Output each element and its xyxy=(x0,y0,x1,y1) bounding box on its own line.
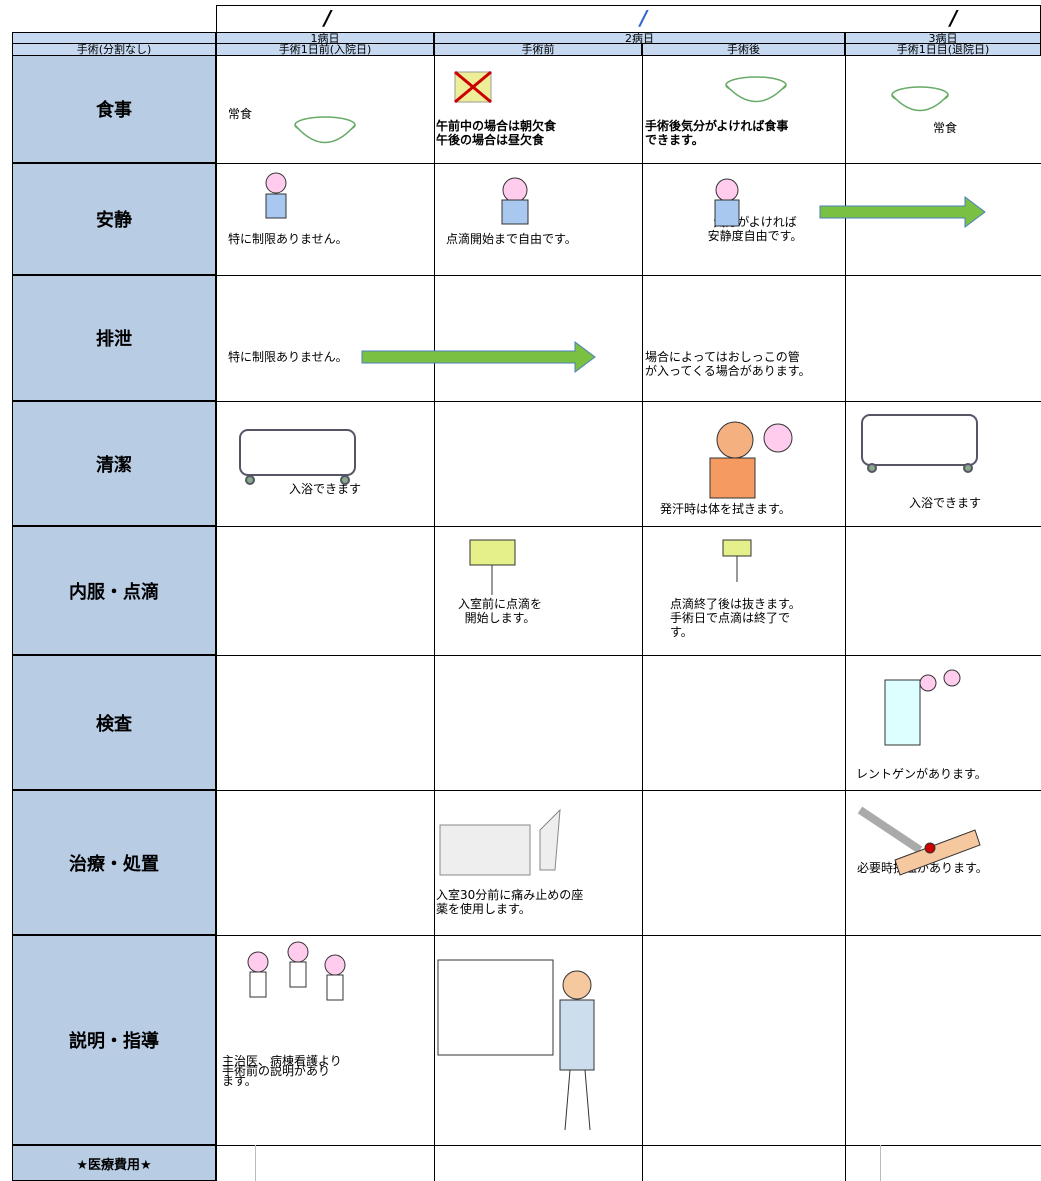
cell-text: 開始します。 xyxy=(464,611,536,625)
inner-line xyxy=(880,1145,881,1181)
nurse-patient xyxy=(709,421,793,499)
row-label: 排泄 xyxy=(12,275,216,401)
cell-text: 安静度自由です。 xyxy=(707,229,803,243)
cell-text: 必要時採血があります。 xyxy=(857,861,988,875)
cell-text: 薬を使用します。 xyxy=(436,902,531,916)
cell-text: 手術日で点滴は終了で xyxy=(670,611,791,625)
cell-text: 午後の場合は昼欠食 xyxy=(436,133,545,147)
cell-text: ます。 xyxy=(222,1074,257,1088)
cell-text: 点滴開始まで自由です。 xyxy=(446,232,577,246)
cell-text: できます。 xyxy=(645,133,704,147)
row-label: 清潔 xyxy=(12,401,216,526)
cell-text: 特に制限ありません。 xyxy=(228,350,348,364)
staff xyxy=(247,941,346,1001)
date: / xyxy=(640,6,648,30)
cell-text: が入ってくる場合があります。 xyxy=(645,364,811,378)
cell-text: 常食 xyxy=(228,107,253,121)
cell-text: 手術前の説明があり xyxy=(222,1064,331,1078)
row-label: 内服・点滴 xyxy=(12,526,216,655)
cell-text: 常食 xyxy=(932,121,958,135)
date: / xyxy=(950,6,958,30)
cell-text: 場合によってはおしっこの管 xyxy=(645,350,800,364)
bathtub xyxy=(239,414,978,485)
cell xyxy=(845,1145,1041,1181)
row-label: 食事 xyxy=(12,55,216,163)
cell-text: 発汗時は体を拭きます。 xyxy=(660,502,791,516)
row-label: 説明・指導 xyxy=(12,935,216,1145)
suppository xyxy=(439,808,561,876)
cell-text: 主治医、病棟看護より xyxy=(222,1054,342,1068)
cell-text: レントゲンがあります。 xyxy=(856,767,987,781)
cell-text: 入室30分前に痛み止めの座 xyxy=(436,888,584,902)
arrow xyxy=(361,196,986,373)
cell-text: す。 xyxy=(670,625,693,639)
cell-text: 午前中の場合は朝欠食 xyxy=(436,119,557,133)
cell-text: 入浴できます xyxy=(288,482,362,496)
cell-text: 特に制限ありません。 xyxy=(228,232,348,246)
xray xyxy=(884,669,961,746)
blood-draw xyxy=(857,806,981,876)
cell-text: 手術後気分がよければ食事 xyxy=(645,119,789,133)
row-label: ★医療費用★ xyxy=(12,1145,216,1181)
date: / xyxy=(324,6,332,30)
no-food xyxy=(454,70,492,104)
cell-text: 入室前に点滴を xyxy=(457,597,543,611)
row-label: 検査 xyxy=(12,655,216,790)
nurse-sign xyxy=(437,959,595,1131)
cell-text: 入浴できます xyxy=(908,496,982,510)
drip xyxy=(469,539,752,595)
inner-line xyxy=(255,1145,256,1181)
row-label: 治療・処置 xyxy=(12,790,216,935)
cell-text: 点滴終了後は抜きます。 xyxy=(670,597,801,611)
rice-bowl xyxy=(294,76,949,144)
row-label: 安静 xyxy=(12,163,216,275)
person xyxy=(265,172,740,227)
